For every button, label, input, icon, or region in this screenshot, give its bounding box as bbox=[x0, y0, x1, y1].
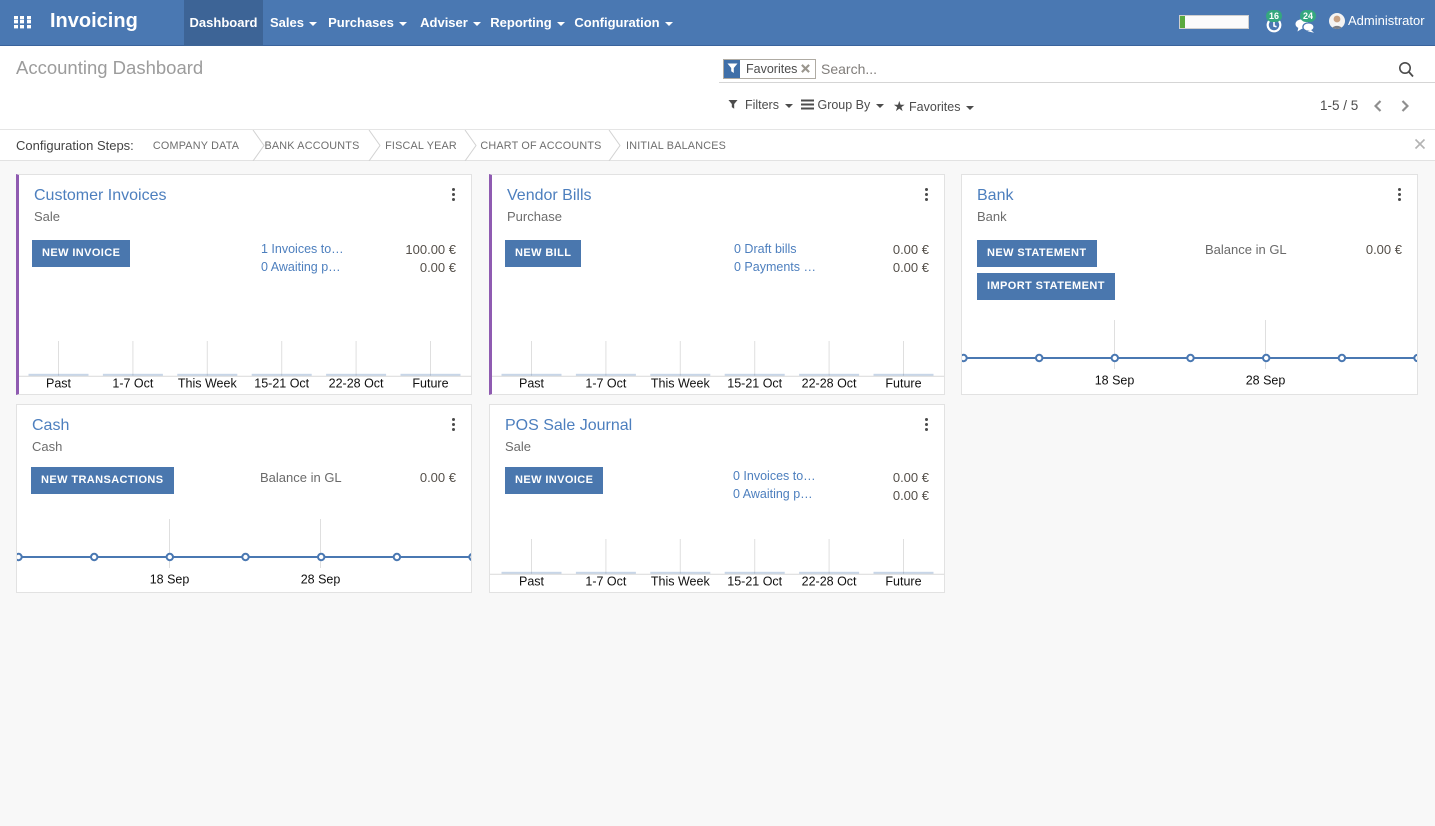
svg-text:1-7 Oct: 1-7 Oct bbox=[585, 575, 627, 589]
svg-text:22-28 Oct: 22-28 Oct bbox=[802, 377, 857, 391]
svg-text:This Week: This Week bbox=[178, 377, 238, 391]
svg-text:Past: Past bbox=[519, 377, 545, 391]
svg-text:15-21 Oct: 15-21 Oct bbox=[254, 377, 309, 391]
svg-text:This Week: This Week bbox=[651, 377, 711, 391]
svg-text:28 Sep: 28 Sep bbox=[301, 573, 341, 587]
svg-text:15-21 Oct: 15-21 Oct bbox=[727, 377, 782, 391]
svg-text:28 Sep: 28 Sep bbox=[1246, 374, 1286, 388]
svg-text:22-28 Oct: 22-28 Oct bbox=[802, 575, 857, 589]
svg-text:Future: Future bbox=[412, 377, 448, 391]
svg-text:15-21 Oct: 15-21 Oct bbox=[727, 575, 782, 589]
svg-text:18 Sep: 18 Sep bbox=[150, 573, 190, 587]
svg-text:1-7 Oct: 1-7 Oct bbox=[112, 377, 154, 391]
svg-text:18 Sep: 18 Sep bbox=[1095, 374, 1135, 388]
svg-text:Past: Past bbox=[519, 575, 545, 589]
svg-text:22-28 Oct: 22-28 Oct bbox=[329, 377, 384, 391]
svg-text:Future: Future bbox=[885, 575, 921, 589]
svg-text:Future: Future bbox=[885, 377, 921, 391]
svg-text:1-7 Oct: 1-7 Oct bbox=[585, 377, 627, 391]
svg-text:This Week: This Week bbox=[651, 575, 711, 589]
svg-text:Past: Past bbox=[46, 377, 72, 391]
